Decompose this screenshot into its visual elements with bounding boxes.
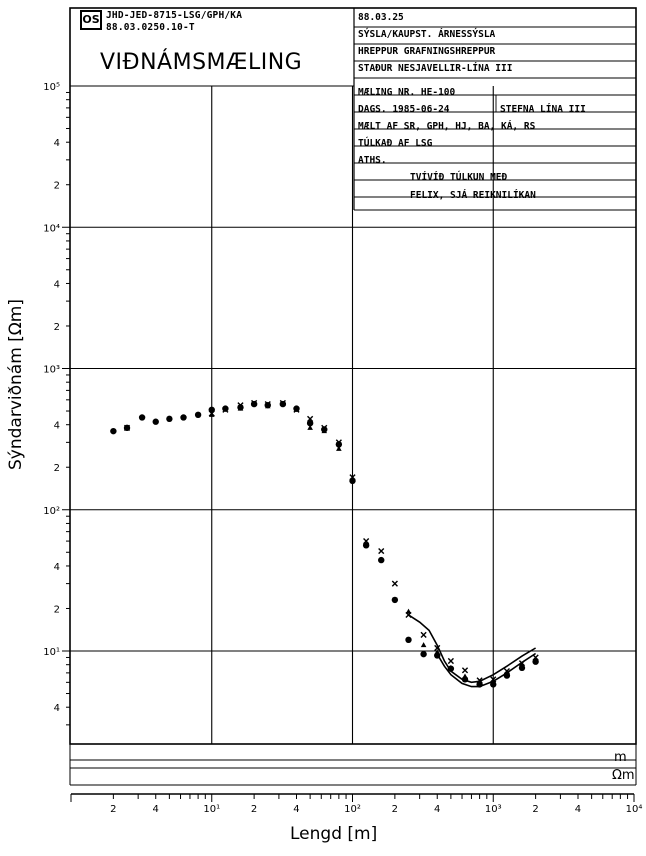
info-measurement-no: MÆLING NR. HE-100: [358, 87, 456, 98]
data-point: [532, 654, 539, 661]
data-point: [362, 542, 370, 549]
y-tick-label: 4: [54, 562, 60, 573]
data-point: [250, 400, 258, 408]
info-location: STAÐUR NESJAVELLIR-LÍNA III: [358, 63, 513, 74]
x-tick-label: 4: [575, 804, 581, 815]
data-point: [532, 658, 539, 665]
data-point: [519, 662, 525, 668]
data-point: [194, 411, 202, 419]
y-tick-label: 2: [54, 322, 60, 333]
y-tick-label: 4: [54, 279, 60, 290]
data-point: [336, 445, 342, 451]
unit-m: m: [614, 750, 627, 765]
y-tick-label: 4: [54, 421, 60, 432]
data-point: [208, 411, 215, 417]
info-direction: STEFNA LÍNA III: [500, 104, 586, 115]
data-point: [420, 650, 427, 658]
y-tick-label: 4: [54, 138, 60, 149]
y-tick-label: 10¹: [43, 647, 60, 658]
data-point: [405, 636, 412, 644]
data-point: [152, 418, 159, 425]
data-point: [378, 556, 385, 564]
x-tick-label: 2: [110, 804, 116, 815]
x-tick-label: 10³: [485, 804, 502, 815]
data-point: [264, 403, 271, 409]
y-tick-label: 4: [54, 703, 60, 714]
data-point: [420, 631, 427, 638]
x-tick-label: 4: [293, 804, 299, 815]
info-county: SÝSLA/KAUPST. ÁRNESSÝSLA: [358, 29, 496, 40]
data-point: [222, 405, 229, 412]
x-tick-label: 2: [251, 804, 257, 815]
data-point: [490, 678, 497, 684]
data-point: [405, 608, 412, 614]
data-point: [307, 424, 313, 430]
info-remarks-label: ATHS.: [358, 155, 387, 166]
x-tick-label: 2: [532, 804, 538, 815]
data-point: [123, 424, 131, 431]
data-point: [237, 402, 244, 409]
x-tick-label: 10⁴: [626, 804, 643, 815]
info-measurement-date: DAGS. 1985-06-24: [358, 104, 450, 115]
data-point: [335, 439, 342, 446]
logo-box: OS: [80, 10, 102, 30]
x-axis-label: Lengd [m]: [290, 824, 378, 844]
unit-ohm-m: Ωm: [612, 768, 635, 783]
data-point: [110, 427, 117, 435]
data-point: [391, 596, 399, 604]
data-point: [166, 415, 173, 423]
data-point: [462, 673, 468, 679]
data-point: [180, 414, 187, 421]
y-tick-label: 2: [54, 181, 60, 192]
info-remarks-line1: TVÍVÍÐ TÚLKUN MEÐ: [410, 172, 508, 183]
info-municipality: HREPPUR GRAFNINGSHREPPUR: [358, 46, 496, 57]
data-point: [434, 644, 441, 652]
data-point: [335, 441, 343, 448]
data-point: [504, 669, 510, 675]
model-curve: [436, 652, 537, 688]
x-tick-label: 4: [153, 804, 159, 815]
data-point: [420, 642, 427, 648]
data-point: [251, 399, 258, 407]
y-tick-label: 10⁵: [43, 82, 60, 93]
data-point: [434, 649, 441, 655]
data-point: [349, 474, 356, 481]
x-tick-label: 4: [434, 804, 440, 815]
info-remarks-line2: FELIX, SJÁ REIKNILÍKAN: [410, 190, 536, 201]
data-point: [378, 547, 385, 555]
data-point: [321, 424, 328, 431]
info-interpreted-by: TÚLKAÐ AF LSG: [358, 138, 433, 149]
job-code: JHD-JED-8715-LSG/GPH/KA: [106, 10, 243, 21]
page-title: VIÐNÁMSMÆLING: [100, 50, 303, 75]
y-tick-label: 10²: [43, 506, 60, 517]
info-date: 88.03.25: [358, 12, 404, 23]
data-point: [307, 415, 314, 422]
y-tick-label: 10⁴: [43, 223, 60, 234]
y-tick-label: 2: [54, 463, 60, 474]
data-point: [363, 537, 370, 545]
x-tick-label: 10¹: [203, 804, 220, 815]
data-point: [293, 406, 300, 412]
data-point: [448, 664, 454, 670]
data-point: [391, 580, 398, 587]
data-point: [461, 667, 469, 674]
info-measured-by: MÆLT AF SR, GPH, HJ, BA, KÁ, RS: [358, 121, 536, 132]
y-tick-label: 2: [54, 604, 60, 615]
drawing-number: 88.03.0250.10-T: [106, 22, 195, 33]
model-curve: [408, 614, 537, 684]
data-point: [138, 414, 146, 421]
data-point: [222, 406, 229, 413]
data-point: [237, 405, 244, 411]
x-tick-label: 10²: [344, 804, 361, 815]
data-point: [306, 419, 314, 427]
data-point: [447, 657, 454, 665]
data-point: [279, 400, 287, 408]
data-point: [321, 428, 328, 434]
y-tick-label: 10³: [43, 365, 60, 376]
x-tick-label: 2: [392, 804, 398, 815]
data-point: [279, 399, 286, 407]
data-point: [476, 679, 483, 685]
